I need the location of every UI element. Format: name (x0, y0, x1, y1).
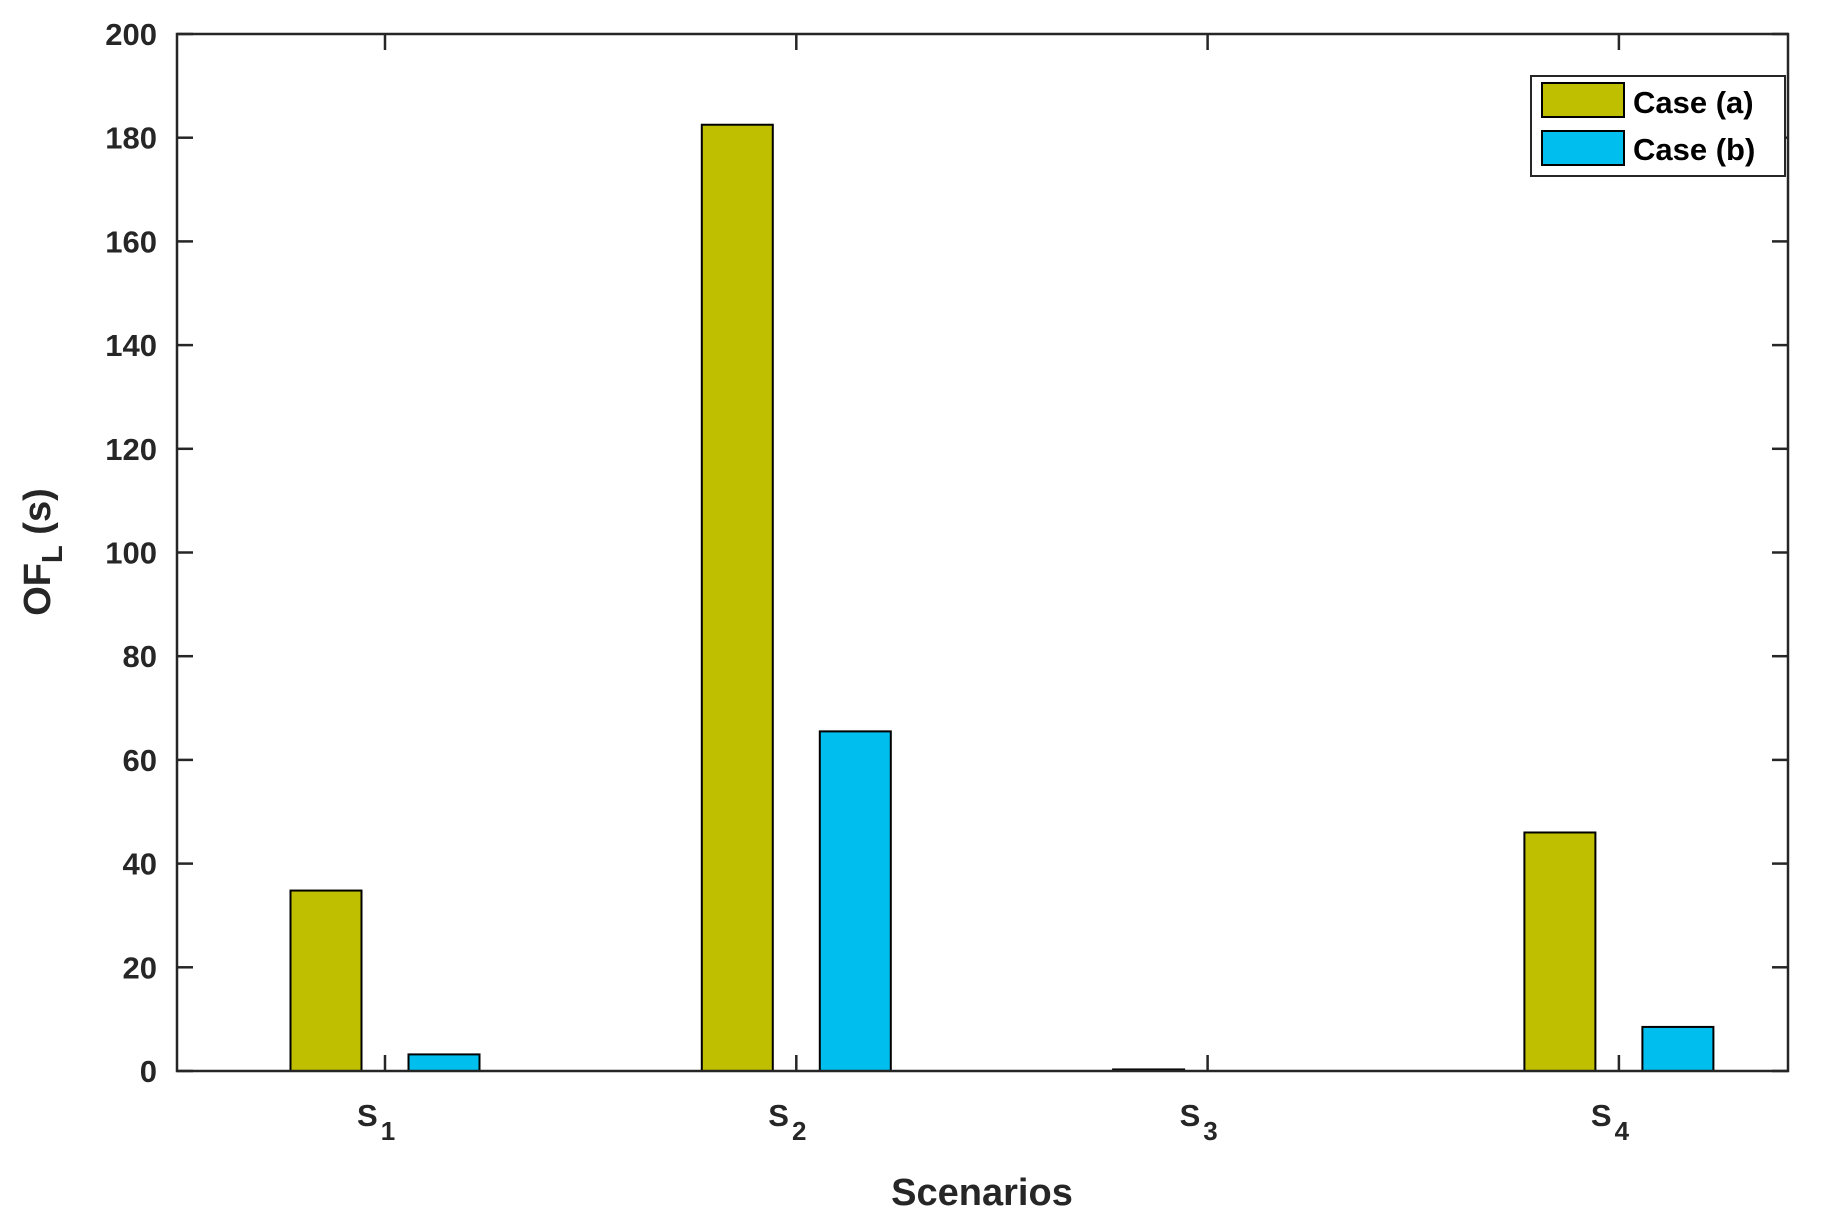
legend: Case (a) Case (b) (1530, 75, 1786, 177)
legend-swatch-case-b (1541, 130, 1625, 166)
legend-label-case-a: Case (a) (1633, 85, 1754, 120)
legend-label-case-b: Case (b) (1633, 132, 1755, 167)
y-tick-label: 40 (123, 847, 157, 882)
y-axis-title-base: OF (17, 563, 59, 616)
plot-area-frame (175, 32, 1790, 1073)
x-tick-label-base: S (1180, 1098, 1201, 1133)
y-tick-label: 0 (140, 1054, 157, 1089)
bars-group (289, 123, 1715, 1073)
x-tick-label-base: S (768, 1098, 789, 1133)
y-tick-label: 60 (123, 743, 157, 778)
x-tick-label-subscript: 2 (792, 1116, 806, 1146)
bar-series1-cat1 (289, 889, 363, 1073)
x-tick-label-base: S (1591, 1098, 1612, 1133)
x-tick-label-subscript: 1 (381, 1116, 395, 1146)
y-tick-label: 100 (105, 536, 157, 571)
x-axis-title: Scenarios (891, 1172, 1073, 1214)
y-tick-label: 80 (123, 639, 157, 674)
y-tick-label: 200 (105, 17, 157, 52)
bar-series1-cat4 (1523, 831, 1597, 1072)
bar-series1-cat2 (700, 123, 774, 1073)
y-tick-label: 180 (105, 121, 157, 156)
y-axis-title: OFL (s) (17, 488, 69, 616)
y-axis-title-subscript: L (37, 545, 69, 563)
bar-series2-cat1 (407, 1053, 481, 1072)
x-tick-label-base: S (357, 1098, 378, 1133)
y-tick-label: 120 (105, 432, 157, 467)
x-tick-label-subscript: 3 (1203, 1116, 1217, 1146)
bar-series2-cat2 (818, 730, 892, 1072)
y-tick-label: 140 (105, 328, 157, 363)
y-tick-labels: 0 20 40 60 80 100 120 140 160 180 200 (105, 17, 157, 1089)
x-tick-label-subscript: 4 (1615, 1116, 1630, 1146)
y-axis-title-suffix: (s) (17, 488, 59, 545)
legend-swatch-case-a (1541, 82, 1625, 118)
y-tick-label: 160 (105, 224, 157, 259)
y-tick-label: 20 (123, 950, 157, 985)
bar-series2-cat4 (1641, 1025, 1715, 1072)
